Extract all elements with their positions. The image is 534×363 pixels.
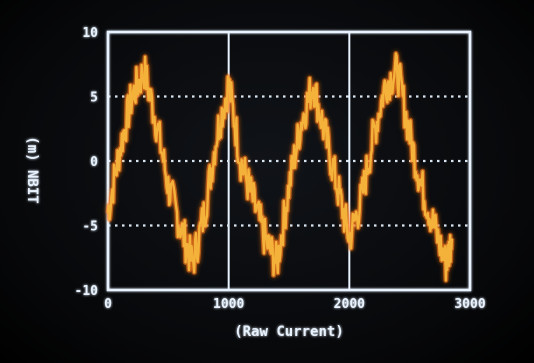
series-line [106,52,454,282]
x-tick-label: 1000 [213,297,244,312]
y-axis-label: (m) NBIT [24,136,40,203]
y-tick-label: 10 [82,26,98,41]
plot-frame [106,30,472,292]
x-axis-label: (Raw Current) [234,324,344,340]
x-tick-label: 2000 [334,297,365,312]
y-tick-label: 5 [90,91,98,106]
tick-labels: 0 1000 2000 3000 10 5 0 -5 -10 [75,26,486,312]
y-tick-label: -5 [82,220,98,235]
y-tick-label: 0 [90,155,98,170]
series-layer [105,51,455,283]
y-tick-label: -10 [75,284,99,299]
x-tick-label: 0 [104,297,112,312]
x-tick-label: 3000 [454,297,485,312]
